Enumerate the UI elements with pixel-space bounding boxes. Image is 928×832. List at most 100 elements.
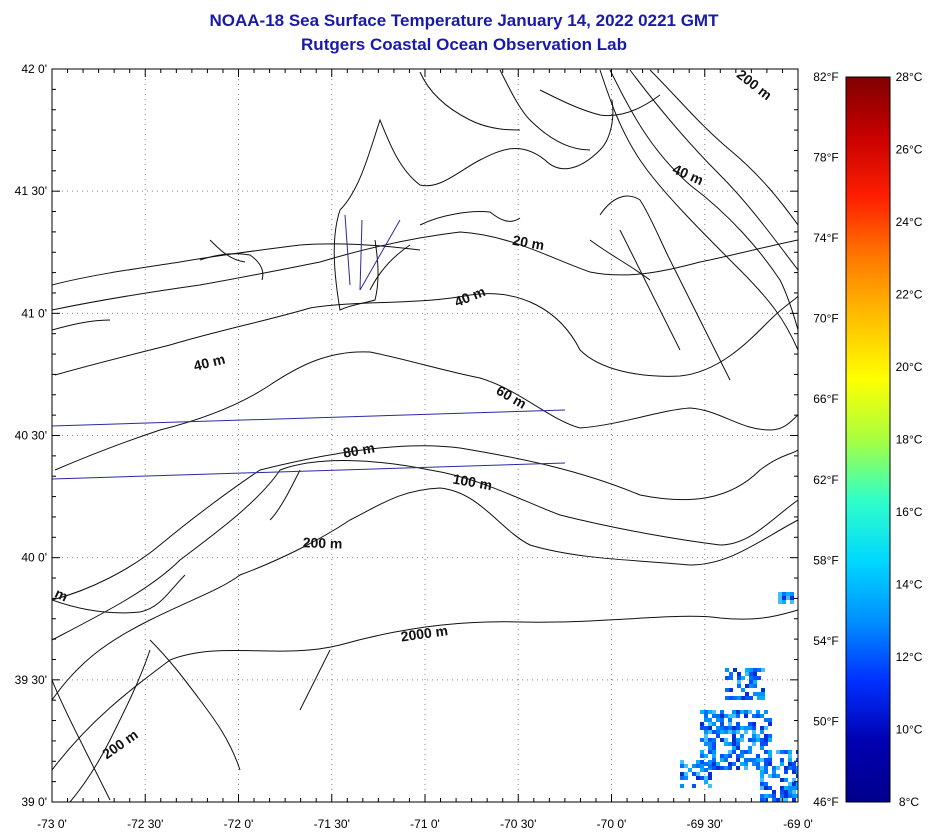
bathymetry-contours: [52, 69, 798, 802]
sst-pixel: [744, 714, 748, 718]
contour-depth-label: 40 m: [452, 283, 488, 310]
sst-pixel: [780, 762, 784, 766]
c-label: 8°C: [899, 795, 919, 809]
lon-label: -69 0': [783, 817, 813, 831]
sst-pixel: [768, 738, 772, 742]
sst-pixel: [756, 758, 760, 762]
sst-pixel: [729, 676, 733, 680]
sst-pixel: [704, 768, 708, 772]
sst-pixel: [760, 742, 764, 746]
contour-40m: [54, 293, 798, 377]
sst-pixel: [788, 790, 792, 794]
sst-pixel: [712, 758, 716, 762]
sst-pixel: [764, 782, 768, 786]
sst-pixel: [708, 726, 712, 730]
sst-pixel: [708, 760, 712, 764]
sst-pixel: [725, 696, 729, 700]
sst-pixel: [700, 776, 704, 780]
sst-pixel: [760, 782, 764, 786]
sst-pixel: [680, 772, 684, 776]
c-label: 28°C: [896, 70, 923, 84]
sst-pixel: [732, 746, 736, 750]
sst-pixel: [782, 600, 786, 604]
sst-pixel: [740, 734, 744, 738]
sst-pixel: [760, 798, 764, 802]
sst-pixel: [784, 750, 788, 754]
sst-pixel: [749, 684, 753, 688]
f-label: 78°F: [813, 151, 838, 165]
sst-pixel: [744, 758, 748, 762]
lon-label: -70 0': [597, 817, 627, 831]
sst-pixel: [792, 794, 796, 798]
sst-pixel: [745, 684, 749, 688]
sst-pixel: [788, 754, 792, 758]
sst-pixel: [776, 750, 780, 754]
sst-pixel: [760, 746, 764, 750]
sst-pixel: [784, 778, 788, 782]
sst-pixel: [728, 750, 732, 754]
sst-pixel: [752, 722, 756, 726]
sst-pixel: [760, 774, 764, 778]
sst-pixel: [757, 676, 761, 680]
contour-100m: [52, 460, 798, 641]
sst-pixel: [724, 766, 728, 770]
sst-pixel: [784, 770, 788, 774]
sst-pixel: [736, 758, 740, 762]
sst-pixel: [684, 776, 688, 780]
sst-pixel: [733, 668, 737, 672]
sst-pixel: [792, 762, 796, 766]
sst-pixel: [768, 786, 772, 790]
sst-pixel: [728, 766, 732, 770]
sst-pixel: [768, 762, 772, 766]
sst-pixel: [700, 760, 704, 764]
sst-pixel: [768, 718, 772, 722]
sst-pixel: [764, 758, 768, 762]
sst-pixel: [778, 596, 782, 600]
lat-label: 42 0': [21, 62, 47, 76]
contour-2000m: [52, 609, 798, 771]
sst-pixel: [792, 778, 796, 782]
sst-pixel: [696, 764, 700, 768]
sst-pixel: [720, 754, 724, 758]
sst-pixel: [737, 696, 741, 700]
sst-pixel: [780, 778, 784, 782]
sst-pixel: [790, 592, 794, 596]
sst-pixel: [732, 762, 736, 766]
sst-pixel: [756, 762, 760, 766]
sst-pixel: [780, 750, 784, 754]
sst-pixel: [760, 730, 764, 734]
sst-pixel: [790, 600, 794, 604]
sst-pixel: [708, 722, 712, 726]
sst-pixel: [764, 766, 768, 770]
sst-pixel: [724, 738, 728, 742]
sst-pixel: [744, 726, 748, 730]
sst-pixel: [720, 738, 724, 742]
lat-labels: 42 0' 41 30' 41 0' 40 30' 40 0' 39 30' 39 0': [15, 62, 47, 809]
sst-pixel: [764, 794, 768, 798]
sst-pixel: [764, 734, 768, 738]
sst-pixel: [728, 726, 732, 730]
fahrenheit-labels: 82°F 78°F 74°F 70°F 66°F 62°F 58°F 54°F 50°F 46°F: [813, 70, 838, 809]
sst-pixel: [764, 726, 768, 730]
sst-pixel: [748, 758, 752, 762]
sst-pixel: [752, 730, 756, 734]
sst-pixel: [748, 738, 752, 742]
sst-pixel: [760, 794, 764, 798]
sst-pixel: [764, 718, 768, 722]
sst-pixel: [725, 688, 729, 692]
sst-pixel: [780, 786, 784, 790]
sst-pixel: [784, 766, 788, 770]
sst-pixel: [772, 774, 776, 778]
sst-pixel: [732, 738, 736, 742]
sst-pixel: [737, 680, 741, 684]
sst-pixel: [788, 750, 792, 754]
sst-pixel: [756, 734, 760, 738]
sst-pixel: [720, 758, 724, 762]
sst-pixel: [728, 730, 732, 734]
sst-pixel: [700, 750, 704, 754]
sst-pixel: [724, 726, 728, 730]
sst-pixel: [745, 692, 749, 696]
sst-pixel: [784, 798, 788, 802]
sst-pixel: [752, 726, 756, 730]
